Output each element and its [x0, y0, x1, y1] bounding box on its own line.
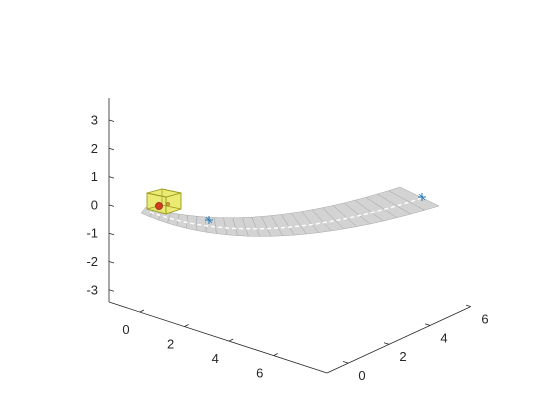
axes-box [108, 98, 471, 374]
vehicle-wheel-marker [165, 201, 170, 206]
road-surface [140, 186, 440, 237]
front-right-axis-ticks: 0 2 4 6 [342, 304, 489, 383]
front-left-tick-mark [139, 309, 145, 313]
z-tick-mark [108, 176, 115, 179]
front-left-tick-label: 0 [122, 322, 129, 337]
waypoint-marker-start [205, 216, 213, 224]
front-left-tick-mark [229, 338, 234, 342]
vehicle-box [146, 188, 182, 215]
vehicle-edge [161, 204, 182, 210]
front-right-tick-label: 0 [358, 368, 365, 383]
z-axis-ticks: 3 2 1 0 -1 -2 -3 [86, 113, 115, 297]
front-right-tick-label: 6 [481, 312, 488, 327]
front-left-tick-label: 4 [212, 351, 219, 366]
front-right-tick-label: 4 [440, 330, 447, 345]
front-left-tick-mark [184, 324, 189, 327]
z-tick-label: -2 [86, 254, 98, 269]
z-tick-label: 2 [91, 141, 98, 156]
z-tick-mark [108, 261, 115, 264]
z-tick-label: 3 [91, 113, 98, 128]
z-tick-label: 0 [91, 197, 98, 212]
z-tick-mark [108, 147, 115, 151]
z-tick-mark [108, 289, 115, 292]
front-right-tick-label: 2 [399, 349, 406, 364]
road-centerline [149, 196, 426, 230]
z-tick-label: 1 [91, 169, 98, 184]
front-right-tick-mark [342, 361, 349, 364]
front-right-tick-mark [424, 323, 431, 326]
front-right-tick-mark [465, 304, 472, 307]
z-tick-mark [108, 232, 115, 236]
z-tick-label: -1 [86, 226, 98, 241]
road-segment [387, 186, 440, 211]
front-right-axis-line [326, 306, 471, 374]
waypoint-marker-end [418, 193, 426, 201]
front-left-tick-label: 2 [167, 337, 174, 352]
front-right-tick-mark [383, 342, 390, 345]
front-left-tick-label: 6 [256, 366, 263, 381]
vehicle-top-face [146, 188, 182, 198]
vehicle-position-marker [155, 202, 163, 210]
front-left-axis-line [108, 301, 328, 374]
front-left-axis-ticks: 0 2 4 6 [122, 309, 278, 381]
front-left-tick-mark [273, 353, 278, 356]
z-tick-mark [108, 204, 115, 207]
z-tick-mark [108, 119, 115, 122]
z-tick-label: -3 [86, 282, 98, 297]
